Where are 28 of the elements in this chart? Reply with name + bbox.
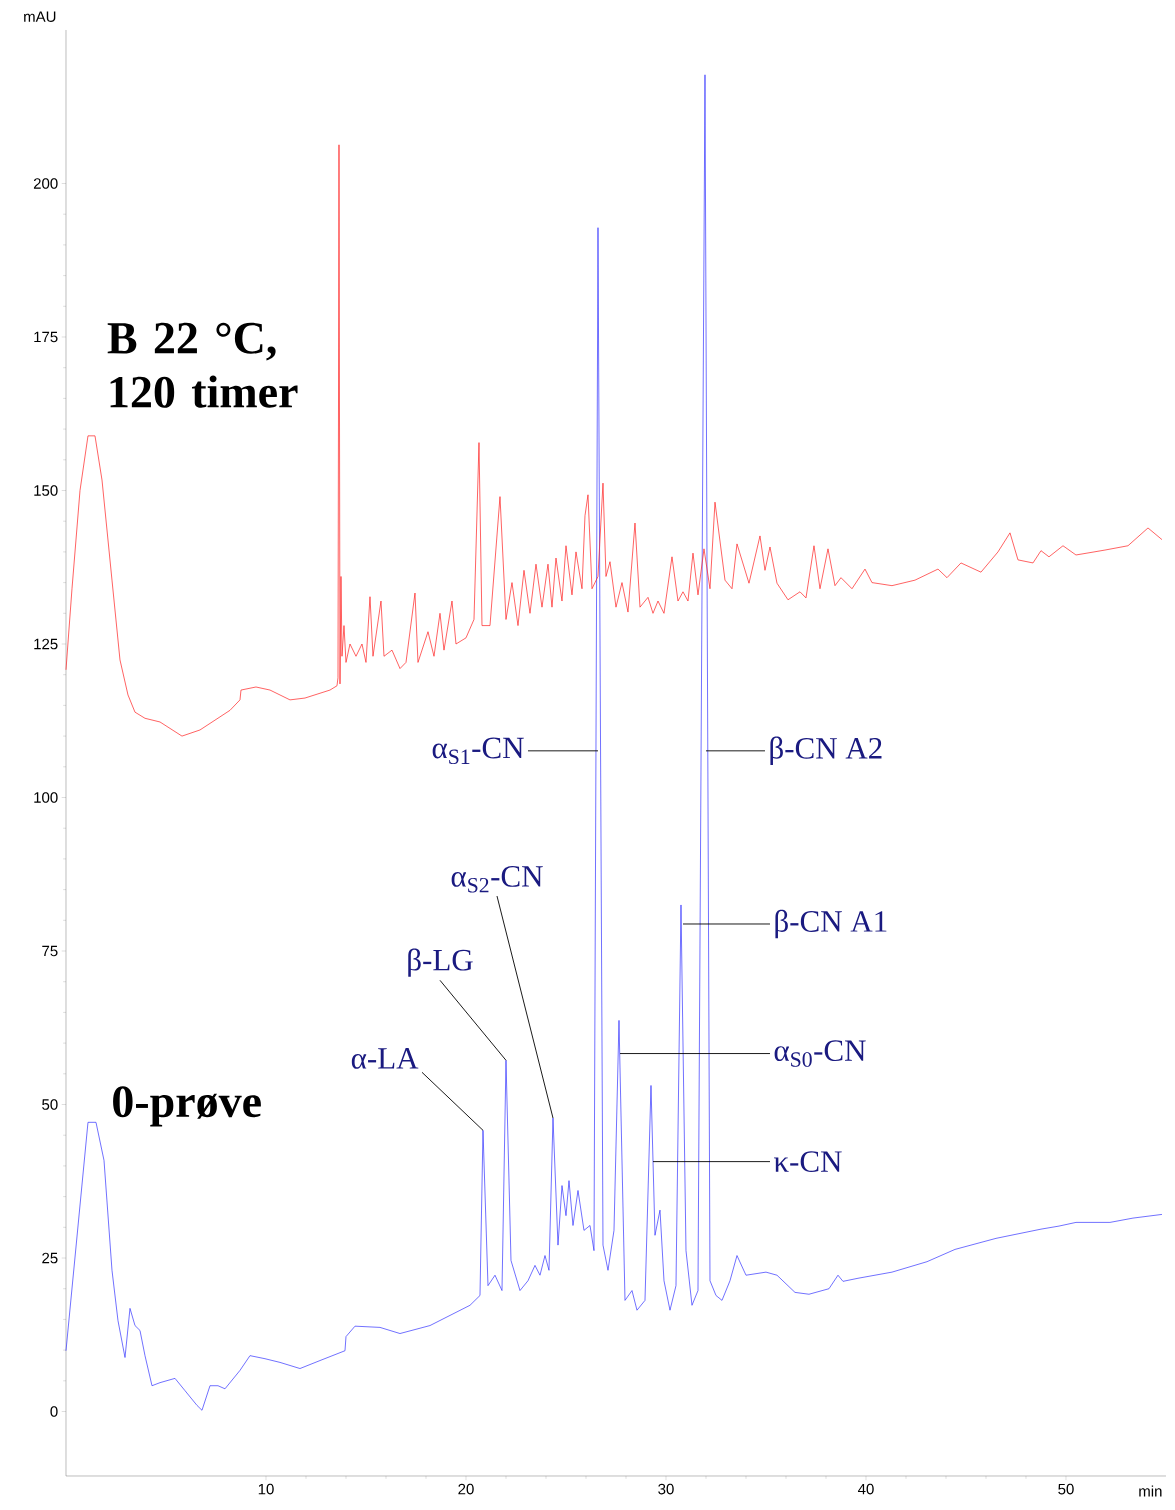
y-tick-label: 75 [42, 945, 58, 957]
line-series [65, 74, 1163, 1411]
x-axis-title: min [1139, 1485, 1162, 1497]
y-tick-label: 175 [34, 331, 58, 343]
x-tick-label: 30 [658, 1483, 674, 1495]
x-tick-label: 10 [258, 1483, 274, 1495]
series-label: B 22 °C, 120 timer [107, 322, 298, 408]
annotation: β-CN A2 [770, 736, 882, 766]
annotation: α-LA [351, 1048, 419, 1069]
y-tick-label: 25 [42, 1252, 58, 1264]
y-tick-label: 50 [42, 1099, 58, 1110]
y-tick-label: 0 [50, 1406, 58, 1417]
annotation: β-LG [408, 948, 473, 977]
y-tick-label: 125 [34, 638, 58, 650]
annotation: α$_{S1}$-CN [432, 737, 524, 765]
y-axis-title: mAU [24, 11, 56, 22]
x-tick-label: 20 [458, 1483, 474, 1495]
x-tick-label: 40 [857, 1483, 874, 1495]
x-tick-label: 50 [1058, 1483, 1074, 1495]
line-series [65, 144, 1163, 737]
series-label: 0-prøve [113, 1086, 261, 1127]
annotation: α$_{S0}$-CN [774, 1040, 866, 1067]
y-tick-label: 200 [33, 178, 58, 189]
y-tick-label: 100 [34, 792, 58, 803]
annotation: β-CN A1 [775, 909, 887, 939]
y-tick-label: 150 [34, 485, 58, 496]
annotation: κ-CN [774, 1151, 842, 1173]
annotation: α$_{S2}$-CN [451, 866, 543, 893]
